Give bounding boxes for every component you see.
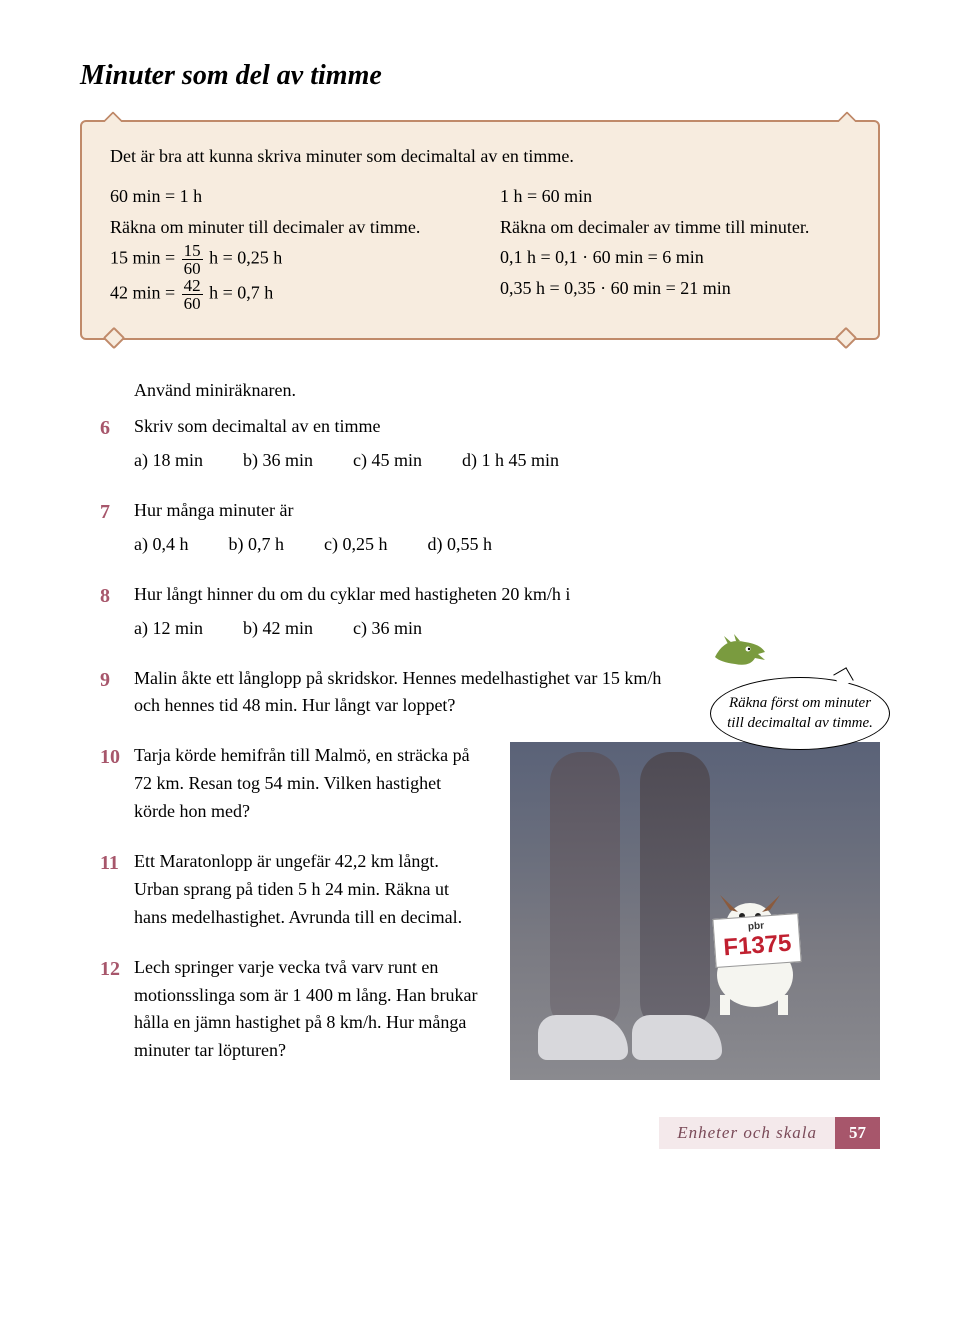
- info-box: Det är bra att kunna skriva minuter som …: [80, 120, 880, 340]
- info-left-eq1: 15 min = 1560 h = 0,25 h: [110, 242, 460, 277]
- part-c: c) 36 min: [353, 615, 422, 643]
- info-left-col: 60 min = 1 h Räkna om minuter till decim…: [110, 181, 460, 312]
- part-d: d) 1 h 45 min: [462, 447, 559, 475]
- exercise-text: Skriv som decimaltal av en timme: [134, 413, 880, 441]
- part-b: b) 36 min: [243, 447, 313, 475]
- info-right-line2: Räkna om decimaler av timme till minuter…: [500, 212, 850, 243]
- exercise-6: 6 Skriv som decimaltal av en timme a) 18…: [100, 413, 880, 475]
- part-c: c) 45 min: [353, 447, 422, 475]
- exercise-number: 9: [100, 665, 134, 721]
- instruction: Använd miniräknaren.: [134, 380, 880, 401]
- info-right-line4: 0,35 h = 0,35 · 60 min = 21 min: [500, 273, 850, 304]
- part-a: a) 12 min: [134, 615, 203, 643]
- dragon-icon: [710, 632, 770, 672]
- part-c: c) 0,25 h: [324, 531, 387, 559]
- exercise-number: 8: [100, 581, 134, 643]
- exercise-12: 12 Lech springer varje vecka två varv ru…: [100, 954, 486, 1066]
- fraction: 4260: [182, 277, 203, 312]
- exercise-number: 6: [100, 413, 134, 475]
- exercise-number: 12: [100, 954, 134, 1066]
- exercise-11: 11 Ett Maratonlopp är ungefär 42,2 km lå…: [100, 848, 486, 932]
- page-footer: Enheter och skala 57: [80, 1117, 880, 1149]
- fraction: 1560: [182, 242, 203, 277]
- part-a: a) 18 min: [134, 447, 203, 475]
- exercise-text: Ett Maratonlopp är ungefär 42,2 km långt…: [134, 848, 486, 932]
- exercise-9: 9 Malin åkte ett långlopp på skridskor. …: [100, 665, 670, 721]
- exercise-text: Hur långt hinner du om du cyklar med has…: [134, 581, 710, 609]
- part-d: d) 0,55 h: [427, 531, 492, 559]
- hint-callout: Räkna först om minuter till decimaltal a…: [710, 632, 890, 750]
- runner-photo: pbr F1375: [510, 742, 880, 1080]
- info-right-col: 1 h = 60 min Räkna om decimaler av timme…: [500, 181, 850, 312]
- exercise-10: 10 Tarja körde hemifrån till Malmö, en s…: [100, 742, 486, 826]
- footer-page-number: 57: [835, 1117, 880, 1149]
- page-title: Minuter som del av timme: [80, 60, 880, 92]
- part-b: b) 0,7 h: [228, 531, 284, 559]
- exercise-text: Lech springer varje vecka två varv runt …: [134, 954, 486, 1066]
- part-a: a) 0,4 h: [134, 531, 188, 559]
- exercise-text: Hur många minuter är: [134, 497, 880, 525]
- info-intro: Det är bra att kunna skriva minuter som …: [110, 146, 850, 167]
- exercise-7: 7 Hur många minuter är a) 0,4 h b) 0,7 h…: [100, 497, 880, 559]
- race-bib: pbr F1375: [712, 913, 801, 968]
- exercise-number: 11: [100, 848, 134, 932]
- footer-chapter: Enheter och skala: [659, 1117, 835, 1149]
- info-left-eq2: 42 min = 4260 h = 0,7 h: [110, 277, 460, 312]
- exercise-8: 8 Hur långt hinner du om du cyklar med h…: [100, 581, 710, 643]
- info-left-line2: Räkna om minuter till decimaler av timme…: [110, 212, 460, 243]
- exercise-text: Malin åkte ett långlopp på skridskor. He…: [134, 665, 670, 721]
- info-left-line1: 60 min = 1 h: [110, 181, 460, 212]
- exercise-number: 10: [100, 742, 134, 826]
- exercise-text: Tarja körde hemifrån till Malmö, en strä…: [134, 742, 486, 826]
- speech-bubble: Räkna först om minuter till decimaltal a…: [710, 677, 890, 750]
- exercise-number: 7: [100, 497, 134, 559]
- info-right-line1: 1 h = 60 min: [500, 181, 850, 212]
- info-right-line3: 0,1 h = 0,1 · 60 min = 6 min: [500, 242, 850, 273]
- part-b: b) 42 min: [243, 615, 313, 643]
